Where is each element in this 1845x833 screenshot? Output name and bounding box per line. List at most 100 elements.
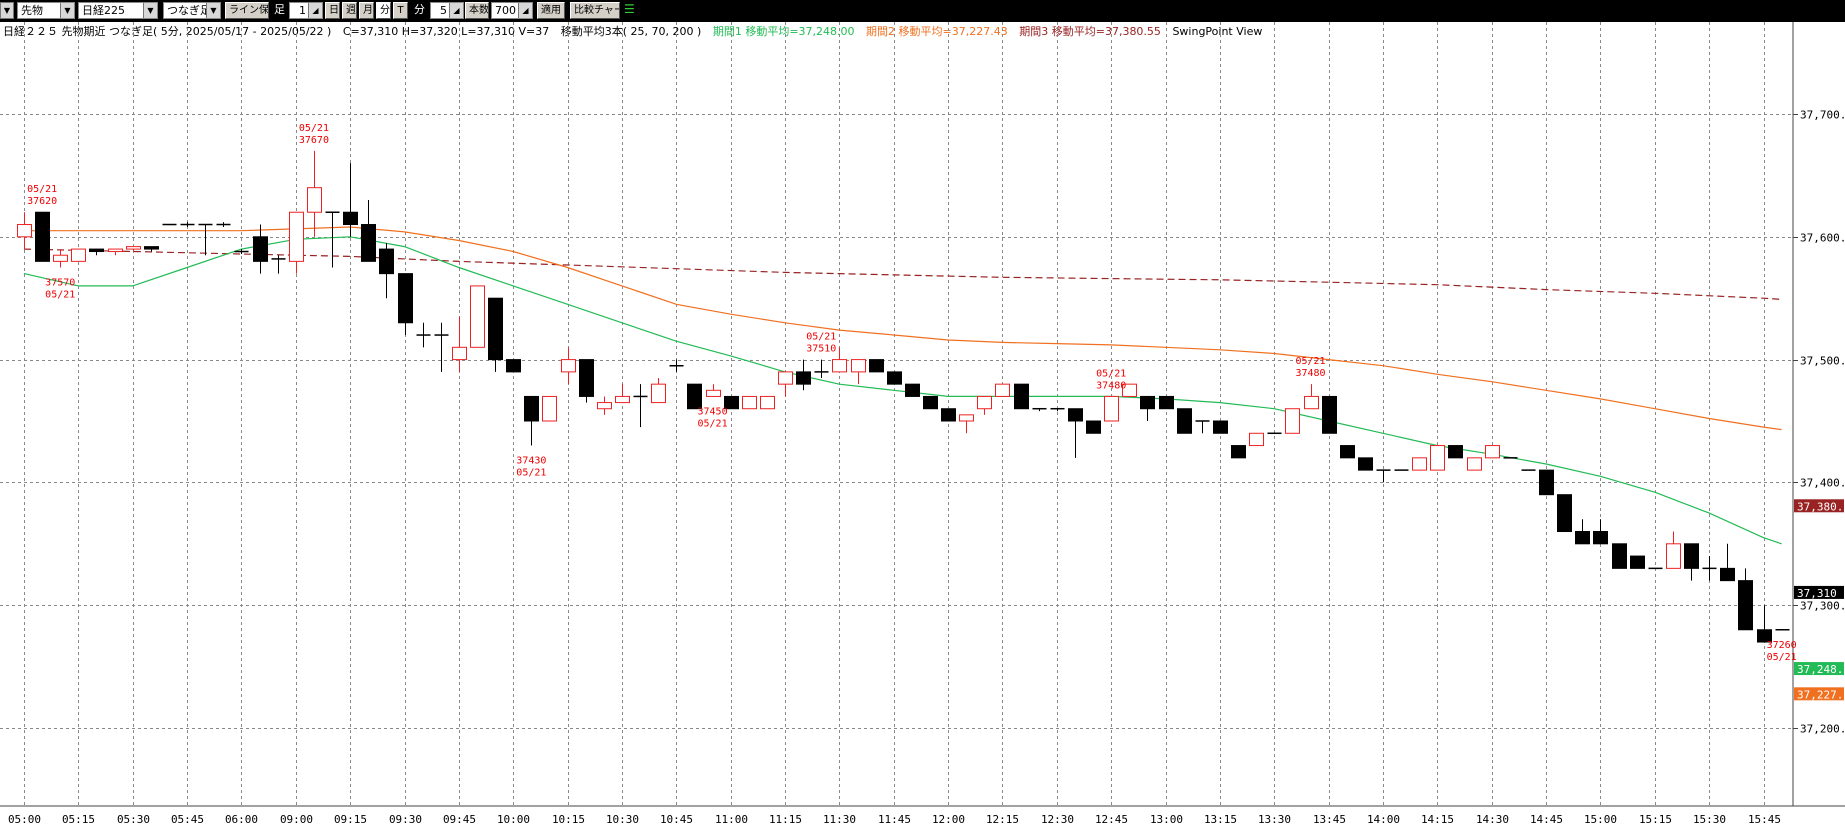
price-tag-label: 37,310 xyxy=(1797,587,1837,600)
candle xyxy=(706,384,721,397)
spinner-icon: ◢ xyxy=(518,3,532,18)
candle xyxy=(1104,395,1119,422)
candle xyxy=(361,199,376,262)
candle-body xyxy=(89,248,104,253)
candle-body xyxy=(1086,420,1101,434)
candle xyxy=(108,248,123,256)
candle-body xyxy=(1285,408,1300,434)
candle-body xyxy=(1467,457,1482,471)
period-input[interactable]: 1 ◢ xyxy=(289,2,323,19)
x-tick-label: 14:15 xyxy=(1421,813,1454,826)
candle xyxy=(669,359,684,372)
price-tag-label: 37,248. xyxy=(1797,663,1843,676)
apply-button[interactable]: 適用 xyxy=(537,2,565,19)
swing-label: 37480 xyxy=(1295,368,1325,379)
candle-body xyxy=(1720,567,1735,582)
candle xyxy=(905,383,920,397)
candle xyxy=(1612,543,1627,569)
x-tick-label: 12:00 xyxy=(932,813,965,826)
month-button[interactable]: 月 xyxy=(359,2,374,19)
candle-body xyxy=(887,371,902,385)
candle xyxy=(307,150,322,237)
day-button[interactable]: 日 xyxy=(325,2,340,19)
candle xyxy=(742,395,757,410)
candle xyxy=(1593,519,1608,545)
candle xyxy=(579,359,594,403)
x-tick-label: 11:30 xyxy=(823,813,856,826)
y-tick-label: 37,200. xyxy=(1800,723,1845,736)
price-tag-label: 37,227. xyxy=(1797,688,1843,701)
candle xyxy=(434,322,449,372)
candle xyxy=(1430,445,1445,471)
candle xyxy=(452,316,467,372)
candle-body xyxy=(1140,395,1155,410)
candle-body xyxy=(108,248,123,253)
x-tick-label: 15:45 xyxy=(1748,813,1781,826)
ohlcv-readout: C=37,310 H=37,320 L=37,310 V=37 xyxy=(342,25,550,38)
candle-body xyxy=(778,371,793,385)
candle-body xyxy=(1630,555,1645,569)
swing-label: 05/21 xyxy=(698,418,728,429)
x-tick-label: 11:00 xyxy=(715,813,748,826)
candle-body xyxy=(923,395,938,410)
candlestick-chart[interactable]: 37,700. 37,600. 37,500. 37,400. 37,300. 37,20… xyxy=(0,22,1845,833)
x-tick-label: 10:30 xyxy=(606,813,639,826)
compare-chart-button[interactable]: 比較チャート xyxy=(570,2,620,19)
bars-input-value: 700 xyxy=(495,4,516,17)
candle xyxy=(1448,445,1463,459)
price-tag xyxy=(1794,499,1844,513)
candle-body xyxy=(361,224,376,262)
price-tag xyxy=(1794,662,1844,676)
candle-body xyxy=(615,395,630,404)
candle-body xyxy=(832,359,847,373)
candle xyxy=(398,273,413,336)
lines-icon[interactable]: ☰ xyxy=(624,2,635,16)
contract-select[interactable]: つなぎ足 ▼ xyxy=(163,2,221,19)
ma1-readout: 期間1 移動平均=37,248.00 xyxy=(712,25,855,38)
candle xyxy=(524,395,539,446)
candle-body xyxy=(977,395,992,410)
candle xyxy=(506,359,521,373)
x-tick-label: 15:00 xyxy=(1584,813,1617,826)
candle-body xyxy=(17,224,32,238)
candle xyxy=(1140,395,1155,421)
line-save-button[interactable]: ライン保存 xyxy=(225,2,269,19)
candle-body xyxy=(1304,395,1319,410)
candle xyxy=(289,211,304,274)
candle xyxy=(198,223,213,256)
swing-label: 05/21 xyxy=(1767,652,1797,663)
swing-label: 05/21 xyxy=(1096,368,1126,379)
week-button[interactable]: 週 xyxy=(342,2,357,19)
swing-label: 05/21 xyxy=(27,184,57,195)
index-select[interactable]: 日経225 ▼ xyxy=(78,2,158,19)
swing-label: 37480 xyxy=(1096,380,1126,391)
minute-button[interactable]: 分 xyxy=(376,2,391,19)
candle-body xyxy=(35,211,50,262)
candle-body xyxy=(289,211,304,262)
ashi-label: 足 xyxy=(274,3,285,16)
x-tick-label: 05:45 xyxy=(171,813,204,826)
bars-input[interactable]: 700 ◢ xyxy=(491,2,533,19)
candle xyxy=(1159,395,1174,410)
candle xyxy=(778,371,793,397)
swing-label: 37510 xyxy=(806,344,836,355)
candle xyxy=(1720,543,1735,582)
market-select[interactable]: 先物 ▼ xyxy=(17,2,75,19)
candle-body xyxy=(1593,531,1608,545)
x-tick-label: 09:00 xyxy=(280,813,313,826)
menu-dropdown-icon[interactable]: ▼ xyxy=(0,2,14,19)
candle xyxy=(234,249,249,254)
swing-label: 05/21 xyxy=(299,123,329,134)
interval-input[interactable]: 5 ◢ xyxy=(430,2,464,19)
candle xyxy=(941,408,956,422)
swing-label: 37260 xyxy=(1767,640,1797,651)
candle-body xyxy=(1122,383,1137,397)
candle-body xyxy=(760,395,775,410)
candle-body xyxy=(1612,543,1627,569)
candle-body xyxy=(1448,445,1463,459)
candle xyxy=(1412,457,1427,471)
tick-button[interactable]: T xyxy=(393,2,408,19)
candle xyxy=(416,322,431,348)
candle xyxy=(271,255,286,274)
candle-body xyxy=(1539,469,1554,496)
